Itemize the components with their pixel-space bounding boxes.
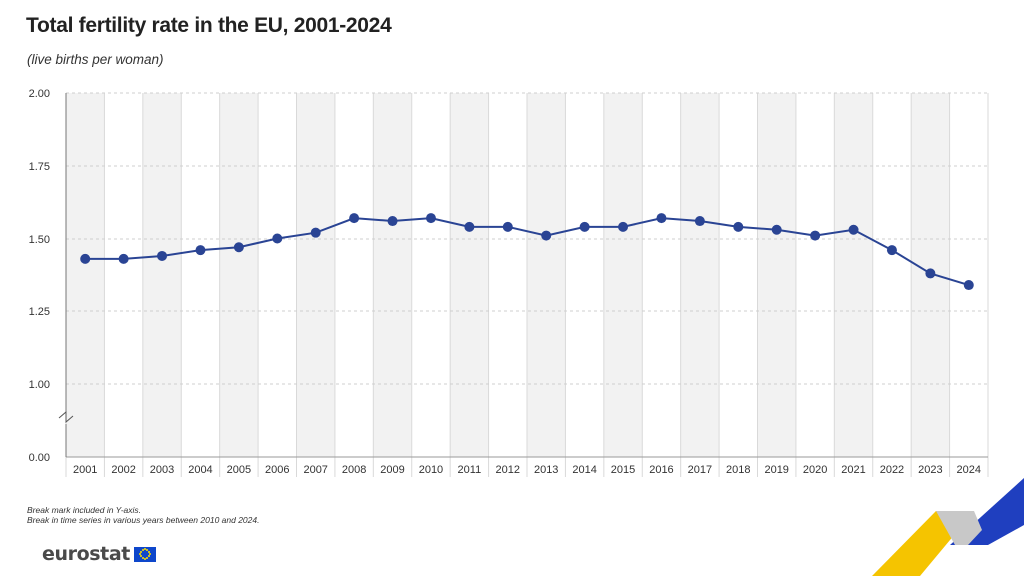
category-band <box>527 93 566 457</box>
data-point <box>195 245 206 256</box>
data-point <box>963 280 974 291</box>
chart-subtitle: (live births per woman) <box>27 52 164 67</box>
y-tick-label: 1.50 <box>29 234 50 246</box>
category-band <box>834 93 873 457</box>
axis-break-mark <box>58 410 74 424</box>
category-band <box>142 93 182 457</box>
category-band <box>642 93 681 457</box>
x-tick-label: 2009 <box>380 464 404 476</box>
y-tick-label: 1.25 <box>29 306 50 318</box>
footnotes: Break mark included in Y-axis. Break in … <box>27 505 259 525</box>
category-band <box>757 93 796 457</box>
data-point <box>233 242 244 253</box>
data-point <box>80 253 91 264</box>
x-tick-label: 2005 <box>227 464 251 476</box>
data-point <box>387 216 398 227</box>
data-point <box>848 224 859 235</box>
data-point <box>771 224 782 235</box>
x-tick-label: 2013 <box>534 464 558 476</box>
y-tick-label: 2.00 <box>29 88 50 100</box>
footnote-break-mark: Break mark included in Y-axis. <box>27 505 142 515</box>
x-tick-label: 2010 <box>419 464 443 476</box>
gray-chevron-shape <box>936 511 982 545</box>
x-tick-label: 2001 <box>73 464 97 476</box>
x-tick-label: 2014 <box>572 464 596 476</box>
category-band <box>219 93 259 457</box>
x-tick-label: 2020 <box>803 464 827 476</box>
category-band <box>181 93 220 457</box>
data-point <box>157 250 168 261</box>
x-tick-label: 2007 <box>303 464 327 476</box>
x-tick-label: 2006 <box>265 464 289 476</box>
data-point <box>425 213 436 224</box>
category-band <box>680 93 720 457</box>
category-band <box>603 93 643 457</box>
data-point <box>656 213 667 224</box>
category-band <box>66 93 105 457</box>
chart-title: Total fertility rate in the EU, 2001-202… <box>26 14 392 37</box>
eu-flag-icon <box>133 546 156 562</box>
x-tick-label: 2002 <box>111 464 135 476</box>
data-point <box>272 233 283 244</box>
eurostat-logo: eurostat <box>42 543 156 565</box>
data-point <box>886 245 897 256</box>
logo-text: eurostat <box>42 543 130 565</box>
data-point <box>733 221 744 232</box>
category-band <box>104 93 143 457</box>
category-band <box>373 93 412 457</box>
category-band <box>488 93 527 457</box>
category-band <box>795 93 835 457</box>
x-tick-label: 2019 <box>764 464 788 476</box>
x-tick-label: 2018 <box>726 464 750 476</box>
data-point <box>694 216 705 227</box>
y-tick-label: 1.75 <box>29 161 50 173</box>
data-point <box>118 253 129 264</box>
x-tick-label: 2024 <box>957 464 981 476</box>
x-tick-label: 2022 <box>880 464 904 476</box>
x-tick-label: 2008 <box>342 464 366 476</box>
category-band <box>296 93 335 457</box>
category-band <box>565 93 604 457</box>
data-point <box>541 230 552 241</box>
data-point <box>310 227 321 238</box>
footnote-break-series: Break in time series in various years be… <box>27 515 260 525</box>
x-tick-label: 2023 <box>918 464 942 476</box>
category-band <box>258 93 297 457</box>
category-band <box>411 93 451 457</box>
category-band <box>719 93 758 457</box>
category-band <box>872 93 912 457</box>
x-tick-label: 2003 <box>150 464 174 476</box>
series-line <box>85 217 970 287</box>
x-tick-label: 2011 <box>458 464 482 476</box>
y-tick-label: 1.00 <box>29 379 50 391</box>
data-point <box>618 221 629 232</box>
category-band <box>949 93 988 457</box>
data-point <box>810 230 821 241</box>
x-tick-label: 2012 <box>496 464 520 476</box>
line-chart: 0.00 1.00 1.25 1.50 1.75 2.00 2001 2002 2003 2004… <box>29 88 989 477</box>
x-tick-label: 2015 <box>611 464 635 476</box>
data-point <box>464 221 475 232</box>
data-point <box>579 221 590 232</box>
data-point <box>502 221 513 232</box>
data-point <box>925 268 936 279</box>
x-tick-label: 2004 <box>188 464 212 476</box>
category-band <box>334 93 374 457</box>
x-tick-label: 2016 <box>649 464 673 476</box>
data-point <box>349 213 360 224</box>
x-tick-label: 2017 <box>688 464 712 476</box>
category-band <box>450 93 489 457</box>
y-tick-label: 0.00 <box>29 452 50 464</box>
x-tick-label: 2021 <box>841 464 865 476</box>
